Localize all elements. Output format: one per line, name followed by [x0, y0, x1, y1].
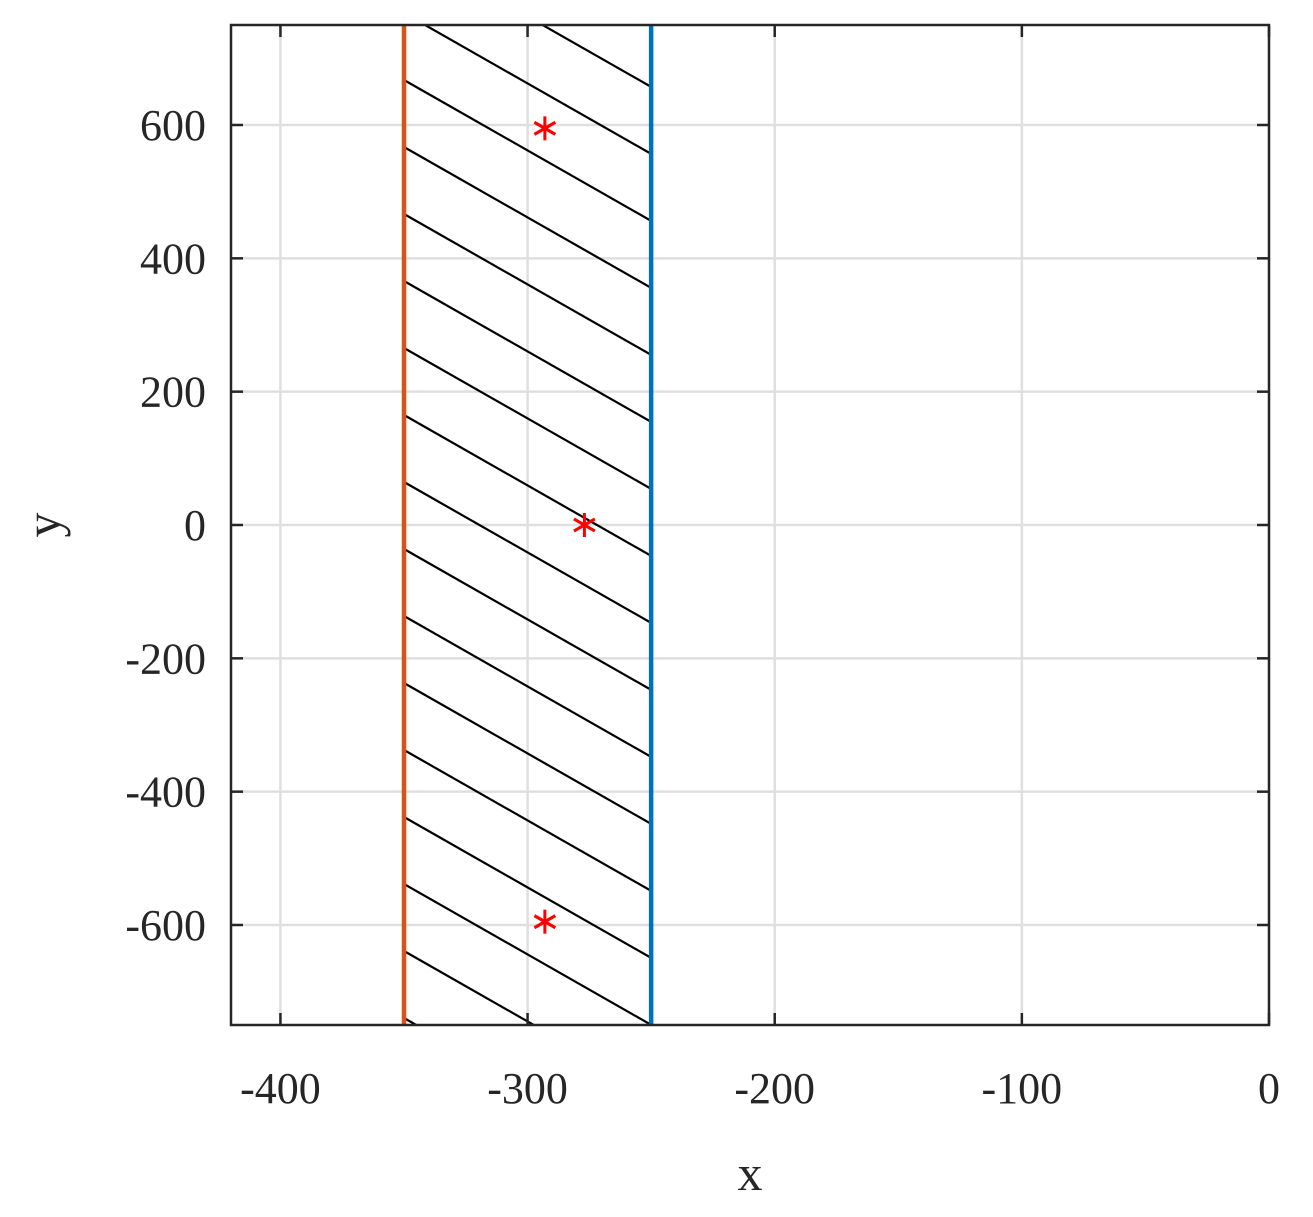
hatched-region [403, 0, 652, 1025]
hatch-line [403, 481, 652, 624]
data-point [533, 116, 557, 141]
y-tick-label: -200 [125, 634, 206, 683]
y-axis-label: y [15, 513, 71, 538]
hatch-line [403, 816, 652, 959]
data-point [573, 513, 596, 537]
x-tick-label: -400 [240, 1064, 321, 1113]
x-tick-label: -200 [734, 1064, 815, 1113]
x-axis-label: x [738, 1145, 763, 1201]
hatch-line [403, 682, 652, 825]
hatch-line [403, 749, 652, 892]
y-tick-label: 200 [140, 368, 206, 417]
x-tick-label: 0 [1258, 1064, 1280, 1113]
y-tick-labels: -600 -400 -200 0 200 400 600 [125, 101, 206, 950]
data-points [533, 116, 596, 934]
x-tick-label: -100 [982, 1064, 1063, 1113]
hatch-line [403, 414, 652, 557]
x-tick-labels: -400 -300 -200 -100 0 [240, 1064, 1280, 1113]
hatch-line [403, 213, 652, 356]
y-tick-label: 400 [140, 234, 206, 283]
hatch-line [403, 615, 652, 758]
hatch-line [422, 25, 652, 155]
y-tick-label: 0 [184, 501, 206, 550]
hatch-line [404, 0, 651, 20]
hatch-line [403, 347, 652, 490]
hatch-line [403, 79, 652, 222]
axis-ticks [231, 25, 1271, 1025]
hatch-line [403, 146, 652, 289]
x-tick-label: -300 [487, 1064, 568, 1113]
vertical-lines [401, 25, 654, 1025]
hatch-line [403, 548, 652, 691]
hatch-line [403, 883, 652, 1025]
y-tick-label: -400 [125, 768, 206, 817]
hatch-line [403, 280, 652, 423]
y-tick-label: -600 [125, 901, 206, 950]
y-tick-label: 600 [140, 101, 206, 150]
hatch-line [540, 25, 652, 88]
data-point [533, 909, 557, 934]
